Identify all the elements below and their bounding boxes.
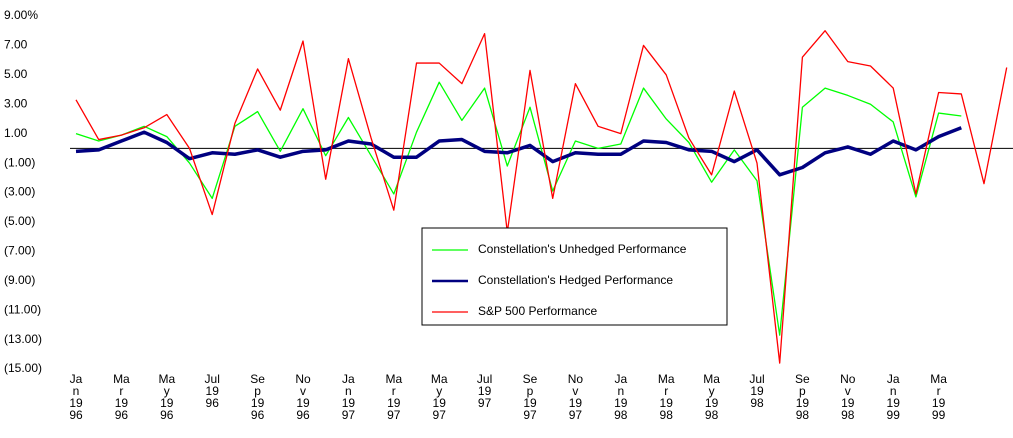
x-tick-label: Jul 19 96: [205, 372, 220, 410]
y-tick-label: (3.00): [4, 185, 35, 199]
x-tick-label: Ma y 19 98: [703, 372, 720, 422]
y-tick-label: 5.00: [4, 67, 28, 81]
x-tick-label: Ma r 19 96: [113, 372, 130, 422]
x-tick-label: Se p 19 96: [250, 372, 265, 422]
legend-label: Constellation's Hedged Performance: [478, 273, 673, 287]
x-tick-label: Se p 19 97: [523, 372, 538, 422]
series-line: [75, 81, 962, 336]
series-line: [75, 30, 1008, 364]
x-tick-label: Ma y 19 97: [431, 372, 448, 422]
x-tick-label: Ma r 19 97: [385, 372, 402, 422]
x-tick-label: Jul 19 97: [477, 372, 492, 410]
x-tick-label: Ja n 19 97: [342, 372, 356, 422]
y-tick-label: (11.00): [4, 302, 41, 316]
legend: Constellation's Unhedged Performance Cons…: [421, 227, 728, 326]
legend-box: [421, 227, 728, 326]
legend-label: S&P 500 Performance: [478, 304, 598, 318]
legend-label: Constellation's Unhedged Performance: [478, 242, 687, 256]
x-tick-label: Ja n 19 98: [614, 372, 628, 422]
y-tick-label: (13.00): [4, 332, 42, 346]
x-tick-label: Ja n 19 96: [69, 372, 83, 422]
y-tick-label: (15.00): [4, 361, 42, 375]
x-tick-label: Ma r 19 98: [658, 372, 675, 422]
x-tick-label: No v 19 97: [568, 372, 584, 422]
x-tick-label: Ma r 19 99: [930, 372, 947, 422]
x-tick-label: Ma y 19 96: [158, 372, 175, 422]
y-tick-label: (1.00): [4, 155, 35, 169]
y-tick-label: 9.00%: [4, 8, 38, 22]
y-tick-label: (7.00): [4, 244, 35, 258]
y-tick-label: (5.00): [4, 214, 35, 228]
x-tick-label: Se p 19 98: [795, 372, 810, 422]
x-tick-label: Ja n 19 99: [887, 372, 901, 422]
x-tick-label: No v 19 98: [840, 372, 856, 422]
y-tick-label: 7.00: [4, 38, 28, 52]
x-tick-label: Jul 19 98: [749, 372, 764, 410]
y-tick-label: 1.00: [4, 126, 28, 140]
y-tick-label: (9.00): [4, 273, 35, 287]
y-tick-label: 3.00: [4, 96, 28, 110]
x-tick-label: No v 19 96: [295, 372, 311, 422]
